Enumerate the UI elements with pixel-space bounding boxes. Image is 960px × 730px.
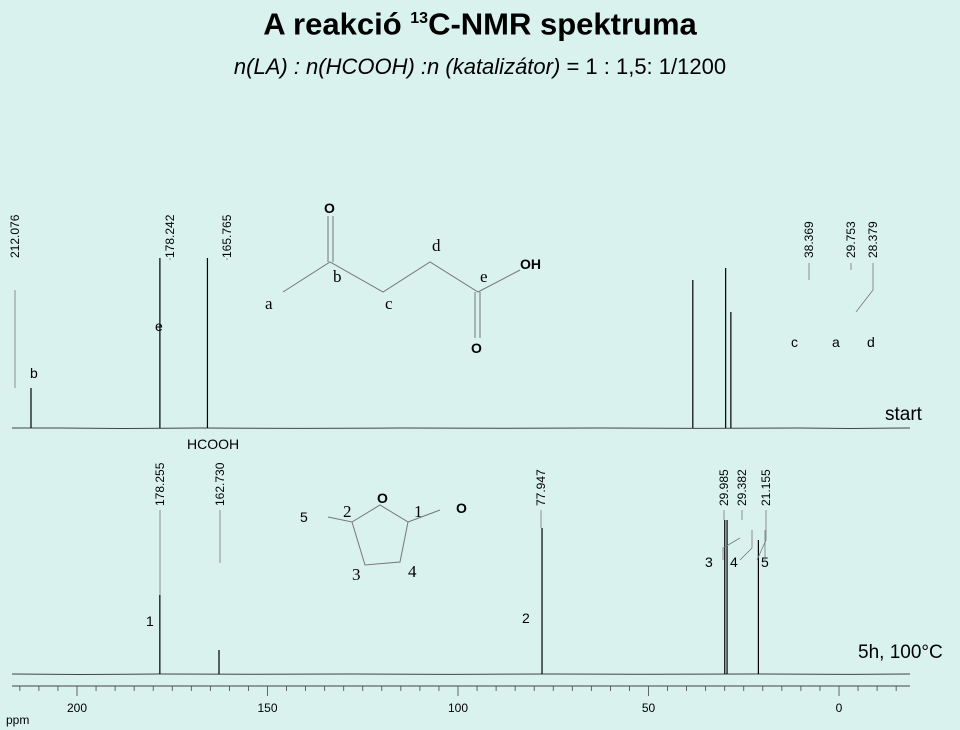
ring-label-5: 5 — [300, 509, 308, 525]
ring-label-2: 2 — [343, 502, 352, 521]
carbon-label-d: d — [432, 236, 441, 255]
x-axis-label: ppm — [6, 713, 29, 727]
peak-leader — [855, 263, 874, 313]
assign-label-c: c — [791, 334, 798, 350]
chart-subtitle: n(LA) : n(HCOOH) :n (katalizátor) = 1 : … — [233, 54, 727, 79]
assign-label-3: 3 — [705, 554, 713, 570]
assign-label-5: 5 — [761, 554, 769, 570]
carbon-label-b: b — [333, 267, 342, 286]
assign-label-e: e — [155, 318, 163, 334]
leader-4 — [739, 530, 753, 561]
gamma-valerolactone-structure: O O 5 2 1 3 4 — [300, 490, 467, 584]
leader-3 — [722, 537, 741, 560]
peak-label-77.947: 77.947 — [534, 469, 548, 506]
peak-label-38.369: 38.369 — [802, 221, 816, 258]
peak-label-212.076: 212.076 — [8, 214, 22, 258]
peak-label-162.730: 162.730 — [213, 462, 227, 506]
peak-label-178.255: 178.255 — [153, 462, 167, 506]
peaks-start: 212.076 178.242 165.765 38.369 29.753 28.379 — [8, 214, 880, 428]
peak-leader — [756, 510, 767, 561]
ring-label-1: 1 — [414, 502, 423, 521]
ring-label-3: 3 — [352, 565, 361, 584]
atom-oh: OH — [520, 256, 541, 272]
x-axis-tick-labels: 200 150 100 50 0 — [67, 701, 843, 715]
carbon-label-c: c — [385, 294, 393, 313]
assign-label-2: 2 — [522, 610, 530, 626]
carbonyl-oxygen: O — [456, 500, 467, 516]
assign-label-d: d — [867, 334, 875, 350]
assign-label-b: b — [30, 365, 38, 381]
carbon-label-a: a — [265, 294, 273, 313]
atom-o-ketone: O — [324, 200, 335, 216]
atom-o-carbonyl: O — [471, 340, 482, 356]
ring-label-4: 4 — [408, 562, 417, 581]
hcooh-annotation: HCOOH — [187, 436, 239, 452]
spectrum-baseline-start — [12, 427, 911, 430]
x-axis-ticks — [19, 686, 897, 696]
levulinic-acid-structure: O OH O a b c d e — [265, 200, 541, 356]
x-tick-label: 0 — [836, 701, 843, 715]
peak-label-178.242: 178.242 — [163, 214, 177, 258]
peak-label-28.379: 28.379 — [866, 221, 880, 258]
spectrum-label-start: start — [885, 404, 923, 425]
spectrum-baseline-5h — [11, 673, 911, 676]
chart-title: A reakció 13C-NMR spektruma — [263, 6, 697, 42]
peak-label-29.382: 29.382 — [735, 469, 749, 506]
assign-label-1: 1 — [146, 613, 154, 629]
peaks-5h: 178.255 162.730 77.947 29.985 29.382 21.155 — [153, 462, 773, 674]
peak-label-29.985: 29.985 — [717, 469, 731, 506]
assign-label-4: 4 — [730, 554, 738, 570]
x-tick-label: 200 — [67, 701, 87, 715]
spectrum-label-5h: 5h, 100°C — [858, 642, 943, 663]
peak-label-165.765: 165.765 — [220, 214, 234, 258]
carbon-label-e: e — [480, 267, 488, 286]
x-tick-label: 100 — [448, 701, 468, 715]
peak-label-29.753: 29.753 — [844, 221, 858, 258]
ring-oxygen: O — [377, 490, 388, 506]
assign-label-a: a — [832, 334, 840, 350]
x-tick-label: 50 — [642, 701, 656, 715]
peak-label-21.155: 21.155 — [759, 469, 773, 506]
x-tick-label: 150 — [257, 701, 277, 715]
